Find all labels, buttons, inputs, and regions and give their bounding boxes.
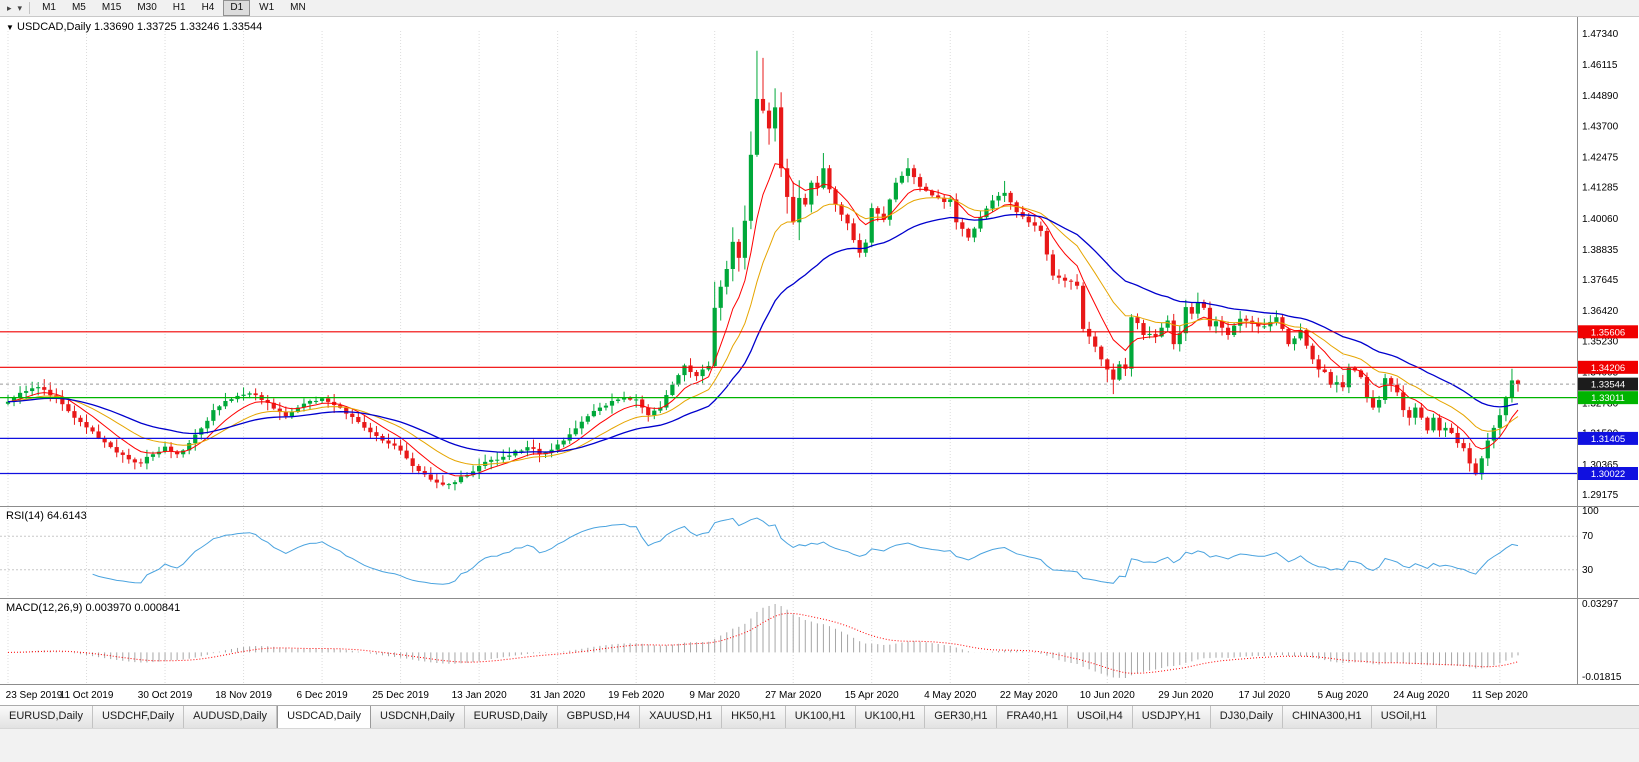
chart-area: ▼ USDCAD,Daily 1.33690 1.33725 1.33246 1.… — [0, 17, 1639, 705]
current-price-tag: 1.33544 — [1578, 377, 1638, 391]
svg-text:1.42475: 1.42475 — [1582, 152, 1619, 163]
svg-text:31 Jan 2020: 31 Jan 2020 — [530, 690, 585, 701]
tab-xauusd-h1[interactable]: XAUUSD,H1 — [640, 706, 723, 728]
svg-text:10 Jun 2020: 10 Jun 2020 — [1080, 690, 1135, 701]
svg-text:23 Sep 2019: 23 Sep 2019 — [6, 690, 63, 701]
timeframe-button-m15[interactable]: M15 — [101, 2, 122, 13]
tab-china300-h1[interactable]: CHINA300,H1 — [1282, 706, 1372, 728]
svg-text:30: 30 — [1582, 565, 1594, 576]
svg-text:USDCAD,Daily 1.33690 1.33725 1: USDCAD,Daily 1.33690 1.33725 1.33246 1.3… — [17, 21, 262, 33]
svg-text:6 Dec 2019: 6 Dec 2019 — [297, 690, 349, 701]
tab-usoil-h4[interactable]: USOil,H4 — [1067, 706, 1133, 728]
svg-text:1.47340: 1.47340 — [1582, 29, 1619, 40]
svg-text:22 May 2020: 22 May 2020 — [1000, 690, 1058, 701]
price-level-tag: 1.31405 — [1578, 431, 1638, 445]
svg-text:4 May 2020: 4 May 2020 — [924, 690, 977, 701]
svg-text:1.30022: 1.30022 — [1591, 469, 1625, 480]
svg-text:27 Mar 2020: 27 Mar 2020 — [765, 690, 822, 701]
price-level-tag: 1.34206 — [1578, 360, 1638, 374]
toolbar-caret-icon[interactable]: ▾ — [17, 2, 23, 13]
timeframe-button-m1[interactable]: M1 — [42, 2, 56, 13]
svg-text:70: 70 — [1582, 531, 1594, 542]
svg-text:1.35606: 1.35606 — [1591, 327, 1625, 338]
svg-text:100: 100 — [1582, 506, 1599, 517]
price-panel: ▼ USDCAD,Daily 1.33690 1.33725 1.33246 1.… — [0, 21, 1577, 491]
svg-text:13 Jan 2020: 13 Jan 2020 — [452, 690, 507, 701]
svg-text:17 Jul 2020: 17 Jul 2020 — [1238, 690, 1290, 701]
svg-text:25 Dec 2019: 25 Dec 2019 — [372, 690, 429, 701]
svg-text:24 Aug 2020: 24 Aug 2020 — [1393, 690, 1450, 701]
timeframe-button-d1[interactable]: D1 — [223, 0, 251, 16]
svg-text:1.38835: 1.38835 — [1582, 245, 1619, 256]
tab-gbpusd-h4[interactable]: GBPUSD,H4 — [557, 706, 641, 728]
svg-text:1.36420: 1.36420 — [1582, 306, 1619, 317]
timeframe-button-h4[interactable]: H4 — [201, 2, 215, 13]
rsi-panel: RSI(14) 64.6143 100 70 30 — [0, 506, 1599, 585]
tab-audusd-daily[interactable]: AUDUSD,Daily — [184, 706, 278, 728]
tab-uk100-h1[interactable]: UK100,H1 — [785, 706, 856, 728]
svg-text:11 Sep 2020: 11 Sep 2020 — [1472, 690, 1528, 701]
svg-text:9 Mar 2020: 9 Mar 2020 — [689, 690, 740, 701]
status-strip — [0, 728, 1639, 762]
tab-eurusd-daily[interactable]: EURUSD,Daily — [464, 706, 558, 728]
grid — [7, 31, 1501, 684]
svg-text:1.31405: 1.31405 — [1591, 434, 1625, 445]
tab-usoil-h1[interactable]: USOil,H1 — [1371, 706, 1437, 728]
tab-usdcnh-daily[interactable]: USDCNH,Daily — [371, 706, 465, 728]
svg-text:1.46115: 1.46115 — [1582, 60, 1618, 71]
tab-usdcad-daily[interactable]: USDCAD,Daily — [277, 706, 372, 728]
svg-text:1.35230: 1.35230 — [1582, 336, 1619, 347]
svg-text:1.33544: 1.33544 — [1591, 380, 1625, 391]
svg-text:1.37645: 1.37645 — [1582, 275, 1619, 286]
toolbar-separator — [29, 2, 31, 14]
svg-text:-0.01815: -0.01815 — [1582, 672, 1622, 683]
svg-text:1.29175: 1.29175 — [1582, 490, 1619, 501]
svg-text:1.33011: 1.33011 — [1591, 393, 1625, 404]
svg-text:0.03297: 0.03297 — [1582, 599, 1619, 610]
svg-text:RSI(14) 64.6143: RSI(14) 64.6143 — [6, 510, 87, 522]
tab-uk100-h1[interactable]: UK100,H1 — [855, 706, 926, 728]
svg-text:1.30365: 1.30365 — [1582, 460, 1619, 471]
price-level-tag: 1.30022 — [1578, 467, 1638, 481]
svg-text:1.40060: 1.40060 — [1582, 214, 1619, 225]
chart-tabs-bar: EURUSD,Daily USDCHF,Daily AUDUSD,Daily USDC… — [0, 705, 1639, 728]
timeframe-button-h1[interactable]: H1 — [172, 2, 186, 13]
tab-dj30-daily[interactable]: DJ30,Daily — [1210, 706, 1283, 728]
svg-text:▼: ▼ — [6, 23, 14, 32]
tab-hk50-h1[interactable]: HK50,H1 — [722, 706, 786, 728]
price-level-tag: 1.35606 — [1578, 325, 1638, 339]
svg-text:1.34206: 1.34206 — [1591, 363, 1625, 374]
svg-text:19 Feb 2020: 19 Feb 2020 — [608, 690, 665, 701]
timeframe-toolbar: ▸ ▾ M1 M5 M15 M30 H1 H4 D1 W1 MN — [0, 0, 1639, 17]
chart-pointer-icon[interactable]: ▸ — [7, 2, 12, 13]
tab-fra40-h1[interactable]: FRA40,H1 — [997, 706, 1068, 728]
timeframe-buttons: M1 M5 M15 M30 H1 H4 D1 W1 MN — [34, 0, 314, 16]
svg-text:29 Jun 2020: 29 Jun 2020 — [1158, 690, 1213, 701]
svg-text:1.43700: 1.43700 — [1582, 121, 1619, 132]
svg-text:11 Oct 2019: 11 Oct 2019 — [60, 690, 114, 701]
svg-text:1.41285: 1.41285 — [1582, 183, 1619, 194]
timeframe-button-mn[interactable]: MN — [290, 2, 306, 13]
tab-ger30-h1[interactable]: GER30,H1 — [925, 706, 998, 728]
timeframe-button-m30[interactable]: M30 — [137, 2, 157, 13]
usdcad-daily-chart[interactable]: ▼ USDCAD,Daily 1.33690 1.33725 1.33246 1.… — [0, 17, 1639, 705]
price-axis: 1.47340 1.46115 1.44890 1.43700 1.42475 1.412… — [0, 17, 1639, 685]
timeframe-button-w1[interactable]: W1 — [259, 2, 275, 13]
svg-text:5 Aug 2020: 5 Aug 2020 — [1318, 690, 1369, 701]
svg-text:MACD(12,26,9) 0.003970 0.00084: MACD(12,26,9) 0.003970 0.000841 — [6, 602, 180, 614]
svg-text:1.44890: 1.44890 — [1582, 91, 1619, 102]
timeframe-button-m5[interactable]: M5 — [71, 2, 86, 13]
macd-panel: MACD(12,26,9) 0.003970 0.000841 0.03297 -0… — [6, 599, 1622, 683]
tab-usdjpy-h1[interactable]: USDJPY,H1 — [1132, 706, 1211, 728]
svg-text:15 Apr 2020: 15 Apr 2020 — [845, 690, 899, 701]
tab-eurusd-daily[interactable]: EURUSD,Daily — [0, 706, 93, 728]
tab-usdchf-daily[interactable]: USDCHF,Daily — [92, 706, 185, 728]
svg-text:18 Nov 2019: 18 Nov 2019 — [215, 690, 272, 701]
price-level-tag: 1.33011 — [1578, 391, 1638, 405]
svg-text:30 Oct 2019: 30 Oct 2019 — [138, 690, 193, 701]
